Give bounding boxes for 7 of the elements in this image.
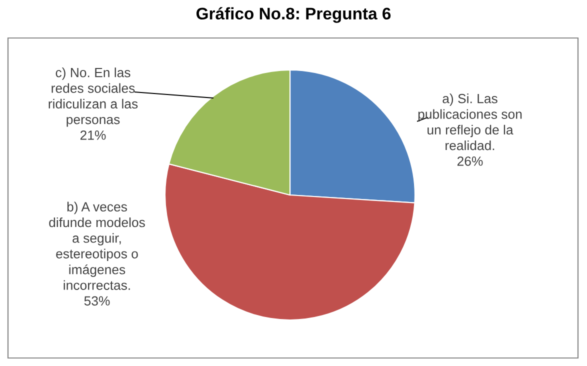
chart-title: Gráfico No.8: Pregunta 6 (196, 7, 391, 23)
data-label: 53% (84, 296, 110, 306)
slice-label: a) Si. Las publicaciones son un reflejo de la realidad. (418, 94, 522, 150)
slice-label: c) No. En las redes sociales ridiculizan a las personas (48, 68, 138, 127)
data-label: 21% (80, 130, 106, 140)
slice-label: b) A veces difunde modelos a seguir, estereotipos o imágenes incorrectas. (49, 202, 145, 290)
data-label: 26% (457, 156, 483, 166)
